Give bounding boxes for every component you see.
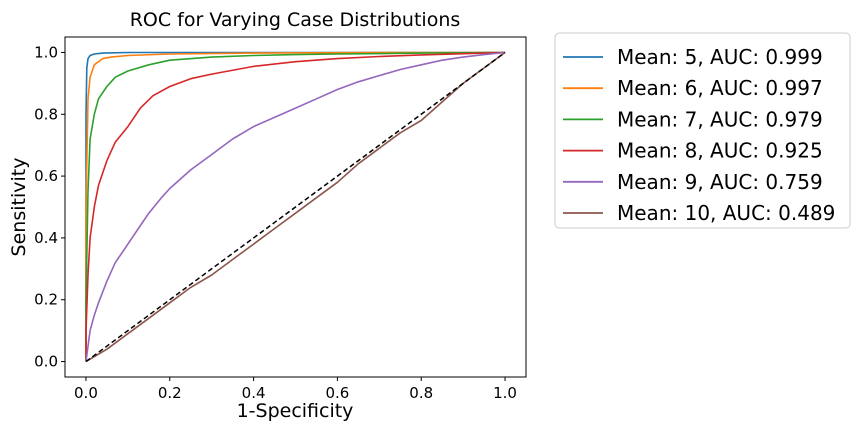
legend-label-6: Mean: 10, AUC: 0.489 (617, 201, 835, 225)
y-axis-label: Sensitivity (8, 158, 30, 257)
y-tick-label: 1.0 (34, 43, 58, 61)
legend-label-1: Mean: 5, AUC: 0.999 (617, 45, 823, 69)
x-tick-label: 0.8 (409, 384, 433, 402)
legend: Mean: 5, AUC: 0.999 Mean: 6, AUC: 0.997 Me… (554, 32, 851, 229)
plot-lines (85, 51, 506, 363)
legend-box (554, 32, 851, 229)
x-tick-label: 1.0 (493, 384, 517, 402)
chart-title: ROC for Varying Case Distributions (130, 9, 461, 31)
legend-label-2: Mean: 6, AUC: 0.997 (617, 76, 823, 100)
x-tick-label: 0.0 (74, 384, 98, 402)
legend-label-5: Mean: 9, AUC: 0.759 (617, 170, 823, 194)
y-tick-label: 0.2 (34, 291, 58, 309)
x-tick-label: 0.4 (242, 384, 266, 402)
reference-diagonal-line (85, 51, 506, 363)
series-line-1 (85, 51, 505, 362)
x-tick-label: 0.2 (158, 384, 182, 402)
series-line-6 (85, 51, 506, 363)
x-tick-label: 0.6 (325, 384, 349, 402)
y-tick-label: 0.0 (34, 353, 58, 371)
x-axis-label: 1-Specificity (237, 400, 354, 422)
series-line-5 (85, 51, 506, 362)
axis-ticks: 0.0 0.2 0.4 0.6 0.8 1.0 0.0 0.2 0.4 0.6 0.8 1.0 (34, 43, 517, 402)
y-tick-label: 0.4 (34, 229, 58, 247)
plot-frame (64, 36, 527, 378)
series-line-3 (85, 51, 506, 362)
legend-label-4: Mean: 8, AUC: 0.925 (617, 139, 823, 163)
series-line-4 (85, 51, 506, 362)
series-line-2 (85, 51, 505, 362)
y-tick-label: 0.6 (34, 167, 58, 185)
legend-label-3: Mean: 7, AUC: 0.979 (617, 107, 823, 131)
y-tick-label: 0.8 (34, 105, 58, 123)
